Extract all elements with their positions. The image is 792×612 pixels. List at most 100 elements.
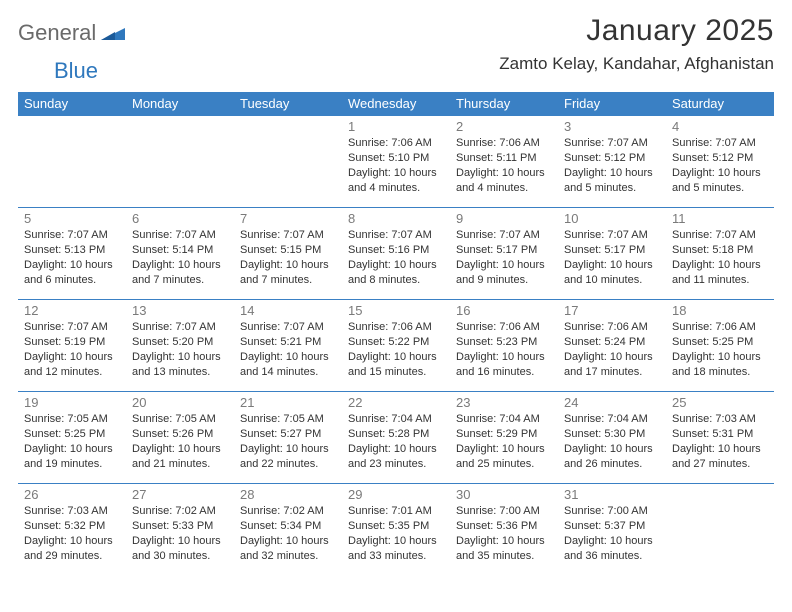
day-info: Sunrise: 7:02 AMSunset: 5:34 PMDaylight:… xyxy=(240,504,336,563)
calendar-row: 19 Sunrise: 7:05 AMSunset: 5:25 PMDayligh… xyxy=(18,392,774,484)
calendar-cell: 7Sunrise: 7:07 AMSunset: 5:15 PMDaylight… xyxy=(234,208,342,300)
day-number: 6 xyxy=(132,211,228,226)
calendar-cell: 15 Sunrise: 7:06 AMSunset: 5:22 PMDayligh… xyxy=(342,300,450,392)
day-number: 18 xyxy=(672,303,768,318)
brand-logo: General xyxy=(18,14,103,46)
calendar-table: SundayMondayTuesdayWednesdayThursdayFrid… xyxy=(18,92,774,576)
calendar-cell: 22 Sunrise: 7:04 AMSunset: 5:28 PMDayligh… xyxy=(342,392,450,484)
day-info: Sunrise: 7:07 AMSunset: 5:12 PMDaylight:… xyxy=(564,136,660,195)
day-info: Sunrise: 7:07 AMSunset: 5:13 PMDaylight:… xyxy=(24,228,120,287)
day-number: 7 xyxy=(240,211,336,226)
calendar-cell: 8Sunrise: 7:07 AMSunset: 5:16 PMDaylight… xyxy=(342,208,450,300)
day-number: 11 xyxy=(672,211,768,226)
day-number: 8 xyxy=(348,211,444,226)
day-number: 26 xyxy=(24,487,120,502)
day-info: Sunrise: 7:07 AMSunset: 5:12 PMDaylight:… xyxy=(672,136,768,195)
brand-word-1: General xyxy=(18,20,96,46)
month-title: January 2025 xyxy=(499,14,774,48)
day-info: Sunrise: 7:05 AMSunset: 5:26 PMDaylight:… xyxy=(132,412,228,471)
calendar-cell: 27 Sunrise: 7:02 AMSunset: 5:33 PMDayligh… xyxy=(126,484,234,576)
day-info: Sunrise: 7:02 AMSunset: 5:33 PMDaylight:… xyxy=(132,504,228,563)
day-number: 30 xyxy=(456,487,552,502)
day-number: 22 xyxy=(348,395,444,410)
day-header: Thursday xyxy=(450,92,558,116)
calendar-cell: 5 Sunrise: 7:07 AMSunset: 5:13 PMDaylight… xyxy=(18,208,126,300)
calendar-row: 1Sunrise: 7:06 AMSunset: 5:10 PMDaylight… xyxy=(18,116,774,208)
day-number: 23 xyxy=(456,395,552,410)
day-header: Friday xyxy=(558,92,666,116)
calendar-cell: 21Sunrise: 7:05 AMSunset: 5:27 PMDayligh… xyxy=(234,392,342,484)
day-info: Sunrise: 7:06 AMSunset: 5:25 PMDaylight:… xyxy=(672,320,768,379)
day-info: Sunrise: 7:06 AMSunset: 5:11 PMDaylight:… xyxy=(456,136,552,195)
day-info: Sunrise: 7:03 AMSunset: 5:31 PMDaylight:… xyxy=(672,412,768,471)
location-subtitle: Zamto Kelay, Kandahar, Afghanistan xyxy=(499,54,774,74)
calendar-cell-empty xyxy=(126,116,234,208)
day-info: Sunrise: 7:04 AMSunset: 5:28 PMDaylight:… xyxy=(348,412,444,471)
day-number: 4 xyxy=(672,119,768,134)
brand-word-2: Blue xyxy=(18,58,98,83)
day-header: Sunday xyxy=(18,92,126,116)
calendar-row: 26 Sunrise: 7:03 AMSunset: 5:32 PMDayligh… xyxy=(18,484,774,576)
day-number: 10 xyxy=(564,211,660,226)
calendar-cell: 31 Sunrise: 7:00 AMSunset: 5:37 PMDayligh… xyxy=(558,484,666,576)
day-number: 20 xyxy=(132,395,228,410)
calendar-cell: 18 Sunrise: 7:06 AMSunset: 5:25 PMDayligh… xyxy=(666,300,774,392)
calendar-cell-empty xyxy=(234,116,342,208)
day-info: Sunrise: 7:01 AMSunset: 5:35 PMDaylight:… xyxy=(348,504,444,563)
calendar-cell: 17 Sunrise: 7:06 AMSunset: 5:24 PMDayligh… xyxy=(558,300,666,392)
day-number: 29 xyxy=(348,487,444,502)
day-number: 2 xyxy=(456,119,552,134)
calendar-cell: 30 Sunrise: 7:00 AMSunset: 5:36 PMDayligh… xyxy=(450,484,558,576)
day-info: Sunrise: 7:03 AMSunset: 5:32 PMDaylight:… xyxy=(24,504,120,563)
calendar-cell: 2 Sunrise: 7:06 AMSunset: 5:11 PMDaylight… xyxy=(450,116,558,208)
day-number: 5 xyxy=(24,211,120,226)
day-header: Wednesday xyxy=(342,92,450,116)
calendar-cell: 16Sunrise: 7:06 AMSunset: 5:23 PMDayligh… xyxy=(450,300,558,392)
calendar-row: 12 Sunrise: 7:07 AMSunset: 5:19 PMDayligh… xyxy=(18,300,774,392)
calendar-cell: 20 Sunrise: 7:05 AMSunset: 5:26 PMDayligh… xyxy=(126,392,234,484)
day-number: 24 xyxy=(564,395,660,410)
day-number: 15 xyxy=(348,303,444,318)
calendar-cell: 12 Sunrise: 7:07 AMSunset: 5:19 PMDayligh… xyxy=(18,300,126,392)
day-info: Sunrise: 7:06 AMSunset: 5:24 PMDaylight:… xyxy=(564,320,660,379)
calendar-cell: 24 Sunrise: 7:04 AMSunset: 5:30 PMDayligh… xyxy=(558,392,666,484)
brand-mark-icon xyxy=(101,22,125,45)
day-info: Sunrise: 7:06 AMSunset: 5:22 PMDaylight:… xyxy=(348,320,444,379)
day-number: 31 xyxy=(564,487,660,502)
day-info: Sunrise: 7:07 AMSunset: 5:20 PMDaylight:… xyxy=(132,320,228,379)
day-number: 19 xyxy=(24,395,120,410)
calendar-cell: 9Sunrise: 7:07 AMSunset: 5:17 PMDaylight… xyxy=(450,208,558,300)
day-info: Sunrise: 7:05 AMSunset: 5:25 PMDaylight:… xyxy=(24,412,120,471)
day-number: 17 xyxy=(564,303,660,318)
day-info: Sunrise: 7:04 AMSunset: 5:30 PMDaylight:… xyxy=(564,412,660,471)
day-number: 27 xyxy=(132,487,228,502)
day-info: Sunrise: 7:07 AMSunset: 5:17 PMDaylight:… xyxy=(564,228,660,287)
day-number: 12 xyxy=(24,303,120,318)
day-info: Sunrise: 7:07 AMSunset: 5:21 PMDaylight:… xyxy=(240,320,336,379)
day-info: Sunrise: 7:07 AMSunset: 5:19 PMDaylight:… xyxy=(24,320,120,379)
calendar-cell: 10 Sunrise: 7:07 AMSunset: 5:17 PMDayligh… xyxy=(558,208,666,300)
calendar-cell: 19 Sunrise: 7:05 AMSunset: 5:25 PMDayligh… xyxy=(18,392,126,484)
day-number: 9 xyxy=(456,211,552,226)
day-number: 3 xyxy=(564,119,660,134)
day-number: 1 xyxy=(348,119,444,134)
day-number: 13 xyxy=(132,303,228,318)
day-info: Sunrise: 7:00 AMSunset: 5:37 PMDaylight:… xyxy=(564,504,660,563)
calendar-cell: 11 Sunrise: 7:07 AMSunset: 5:18 PMDayligh… xyxy=(666,208,774,300)
calendar-cell: 23Sunrise: 7:04 AMSunset: 5:29 PMDayligh… xyxy=(450,392,558,484)
calendar-cell: 29 Sunrise: 7:01 AMSunset: 5:35 PMDayligh… xyxy=(342,484,450,576)
day-info: Sunrise: 7:06 AMSunset: 5:23 PMDaylight:… xyxy=(456,320,552,379)
calendar-cell: 26 Sunrise: 7:03 AMSunset: 5:32 PMDayligh… xyxy=(18,484,126,576)
day-info: Sunrise: 7:07 AMSunset: 5:14 PMDaylight:… xyxy=(132,228,228,287)
calendar-cell: 1Sunrise: 7:06 AMSunset: 5:10 PMDaylight… xyxy=(342,116,450,208)
calendar-head: SundayMondayTuesdayWednesdayThursdayFrid… xyxy=(18,92,774,116)
day-number: 14 xyxy=(240,303,336,318)
day-info: Sunrise: 7:00 AMSunset: 5:36 PMDaylight:… xyxy=(456,504,552,563)
calendar-row: 5 Sunrise: 7:07 AMSunset: 5:13 PMDaylight… xyxy=(18,208,774,300)
day-info: Sunrise: 7:07 AMSunset: 5:18 PMDaylight:… xyxy=(672,228,768,287)
day-number: 21 xyxy=(240,395,336,410)
calendar-cell: 25Sunrise: 7:03 AMSunset: 5:31 PMDayligh… xyxy=(666,392,774,484)
calendar-cell: 4 Sunrise: 7:07 AMSunset: 5:12 PMDaylight… xyxy=(666,116,774,208)
calendar-cell: 28Sunrise: 7:02 AMSunset: 5:34 PMDayligh… xyxy=(234,484,342,576)
calendar-cell: 14 Sunrise: 7:07 AMSunset: 5:21 PMDayligh… xyxy=(234,300,342,392)
